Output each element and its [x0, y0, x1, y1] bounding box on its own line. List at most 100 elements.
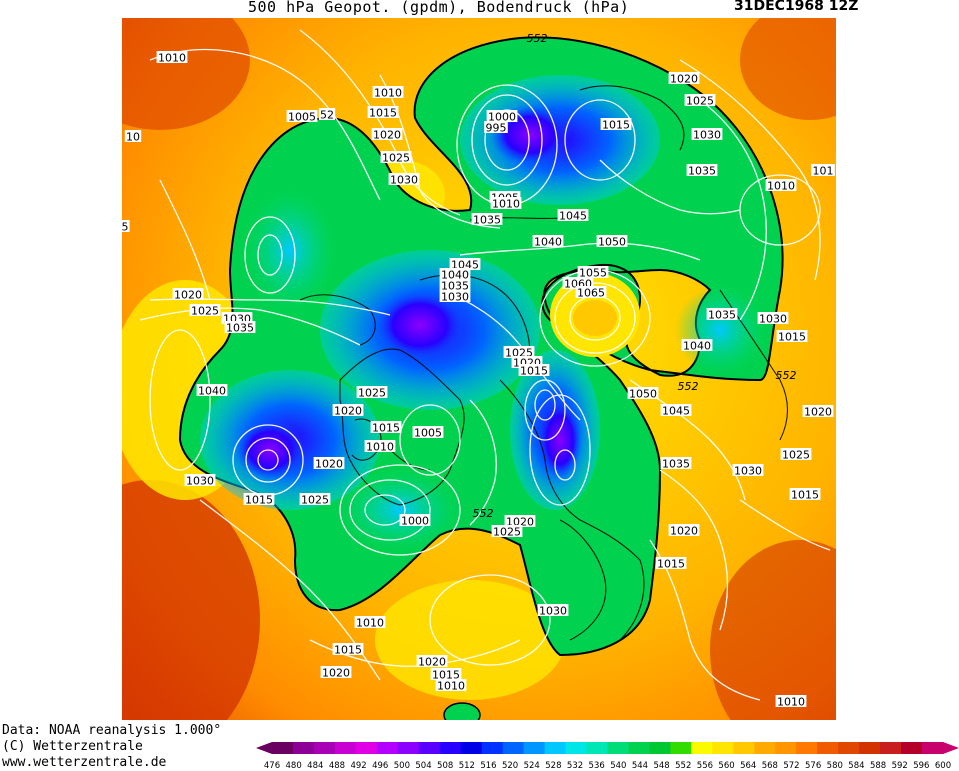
analysis-date: 31DEC1968 12Z: [734, 0, 859, 14]
colorbar-swatch: [334, 742, 357, 754]
colorbar-tick-label: 588: [870, 761, 886, 770]
colorbar-swatch: [838, 742, 860, 754]
colorbar-swatch: [460, 742, 483, 754]
colorbar-swatch: [292, 742, 315, 754]
isobar-label: 1010: [765, 179, 797, 193]
colorbar-swatch: [502, 742, 525, 754]
isobar-value: 1000: [401, 515, 429, 528]
colorbar-tick-label: 572: [783, 761, 799, 770]
isobar-label: 1030: [184, 474, 216, 488]
colorbar-swatch: [376, 742, 399, 754]
colorbar-tick-label: 476: [264, 761, 280, 770]
isobar-label: 1035: [686, 164, 718, 178]
isobar-label: 1010: [490, 197, 522, 211]
isobar-label: 1015: [370, 421, 402, 435]
isobar-value: 1020: [670, 525, 698, 538]
colorbar-min-arrow: [256, 742, 272, 754]
website-link[interactable]: www.wetterzentrale.de: [2, 755, 167, 770]
isobar-value: 1030: [539, 605, 567, 618]
isobar-value: 1000: [488, 111, 516, 124]
credits: Data: NOAA reanalysis 1.000° (C) Wetterz…: [2, 723, 221, 771]
isobar-value: 1025: [493, 526, 521, 539]
isobar-label: 1045: [660, 404, 692, 418]
yellow-ridge-s: [375, 580, 565, 700]
isobar-value: 1040: [534, 236, 562, 249]
isobar-value: 1030: [759, 313, 787, 326]
isobar-label: 1040: [196, 384, 228, 398]
isobar-value: 1030: [441, 291, 469, 304]
isobar-label: 52: [318, 108, 336, 122]
isobar-label: 1020: [416, 655, 448, 669]
isobar-value: 5: [122, 221, 129, 234]
isobar-value: 1010: [374, 87, 402, 100]
cold-core-sw: [340, 470, 460, 550]
height-contour-label: 552: [527, 32, 548, 45]
colorbar-tick-label: 500: [394, 761, 410, 770]
isobar-value: 1010: [356, 617, 384, 630]
isobar-label: 1035: [660, 457, 692, 471]
isobar-value: 1035: [688, 165, 716, 178]
isobar-value: 1015: [369, 107, 397, 120]
cold-core-nw: [245, 190, 335, 310]
isobar-label: 1025: [491, 525, 523, 539]
height-contour-label: 552: [776, 369, 797, 382]
color-scale: 476 480 484 488 492 496 500 504 508 512 516 520 524 5…: [256, 742, 959, 770]
isobar-value: 1030: [734, 465, 762, 478]
isobar-label: 1045: [557, 209, 589, 223]
colorbar-tick-label: 560: [718, 761, 734, 770]
colorbar-swatch: [628, 742, 650, 754]
isobar-value: 1010: [366, 441, 394, 454]
isobar-label: 5: [122, 220, 130, 234]
isobar-label: 1010: [775, 695, 807, 709]
isobar-value: 1025: [191, 305, 219, 318]
colorbar-tick-label: 532: [567, 761, 583, 770]
colorbar-tick-label: 496: [372, 761, 388, 770]
colorbar-swatch: [754, 742, 776, 754]
isobar-label: 1065: [575, 286, 607, 300]
isobar-value: 1010: [437, 680, 465, 693]
colorbar-swatch: [901, 742, 923, 754]
colorbar-swatch: [481, 742, 504, 754]
chart-title: 500 hPa Geopot. (gpdm), Bodendruck (hPa): [248, 0, 630, 16]
isobar-label: 1035: [706, 308, 738, 322]
isobar-label: 1020: [668, 72, 700, 86]
colorbar-tick-label: 564: [740, 761, 756, 770]
isobar-label: 1015: [367, 106, 399, 120]
colorbar-tick-label: 556: [697, 761, 713, 770]
isobar-value: 1020: [334, 405, 362, 418]
isobar-value: 1050: [629, 388, 657, 401]
isobar-label: 1020: [320, 666, 352, 680]
colorbar-swatch: [418, 742, 441, 754]
isobar-value: 1045: [662, 405, 690, 418]
colorbar-tick-label: 548: [653, 761, 669, 770]
isobar-value: 1045: [559, 210, 587, 223]
isobar-value: 1035: [662, 458, 690, 471]
isobar-label: 1010: [372, 86, 404, 100]
colorbar-tick-label: 584: [848, 761, 864, 770]
cold-core-far-e: [675, 285, 765, 375]
isobar-label: 1025: [684, 94, 716, 108]
isobar-value: 1030: [390, 174, 418, 187]
warm-bubble-core: [573, 300, 617, 336]
colorbar-swatch: [523, 742, 546, 754]
isobar-value: 1020: [804, 406, 832, 419]
isobar-value: 1015: [520, 365, 548, 378]
data-source: Data: NOAA reanalysis 1.000°: [2, 723, 222, 738]
isobar-label: 1030: [732, 464, 764, 478]
isobar-label: 1015: [518, 364, 550, 378]
height-contour-label: 552: [473, 507, 494, 520]
colorbar-tick-label: 568: [762, 761, 778, 770]
colorbar-swatch: [397, 742, 420, 754]
isobar-label: 10: [124, 130, 142, 144]
isobar-value: 1010: [767, 180, 795, 193]
isobar-label: 1000: [486, 110, 518, 124]
isobar-label: 1035: [471, 213, 503, 227]
colorbar-swatch: [775, 742, 797, 754]
isobar-value: 1005: [414, 427, 442, 440]
colorbar-tick-label: 488: [329, 761, 345, 770]
colorbar-swatch: [607, 742, 629, 754]
colorbar-swatch: [439, 742, 462, 754]
isobar-label: 1010: [354, 616, 386, 630]
isobar-value: 995: [486, 122, 507, 135]
isobar-label: 1025: [189, 304, 221, 318]
